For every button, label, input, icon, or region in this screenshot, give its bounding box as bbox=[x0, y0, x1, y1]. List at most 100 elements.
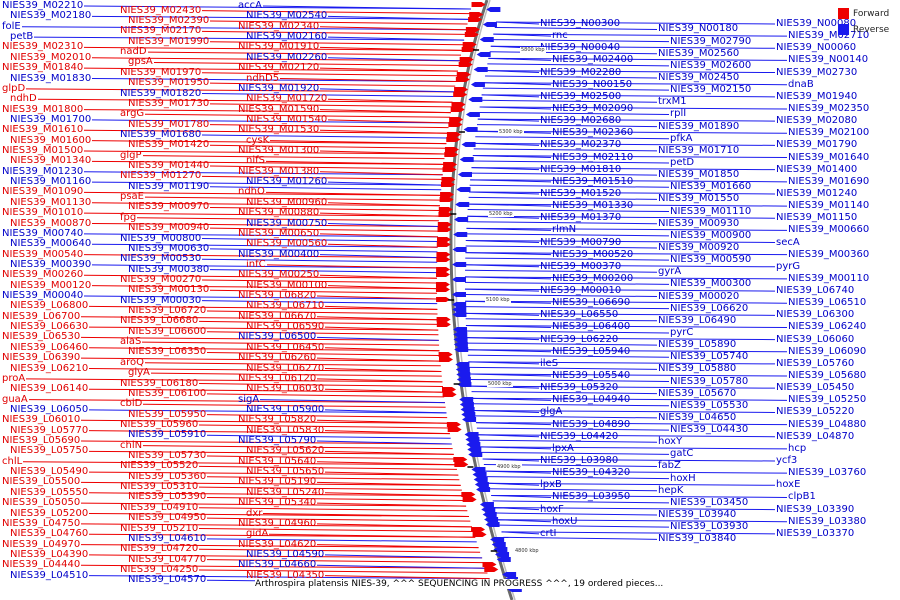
leader-line bbox=[466, 337, 776, 341]
gene-label: NIES39_M02010 bbox=[10, 51, 92, 63]
leader-line bbox=[316, 336, 439, 341]
reverse-gene-glyph bbox=[454, 217, 469, 222]
gene-label: NIES39_M01850 bbox=[658, 169, 740, 181]
leader-line bbox=[316, 523, 473, 528]
forward-gene-glyph bbox=[454, 87, 469, 92]
forward-gene-glyph bbox=[462, 497, 477, 502]
leader-line bbox=[465, 312, 776, 316]
gene-label: NIES39_L06460 bbox=[10, 341, 89, 353]
gene-label: NIES39_M01700 bbox=[10, 113, 92, 125]
gene-label: NIES39_M02560 bbox=[658, 47, 740, 59]
gene-label: NIES39_M01400 bbox=[776, 163, 858, 175]
forward-gene-glyph bbox=[462, 42, 477, 47]
leader-line bbox=[316, 316, 438, 321]
leader-line bbox=[209, 124, 449, 129]
gene-label: NIES39_M01150 bbox=[776, 212, 858, 224]
leader-line bbox=[142, 155, 445, 160]
forward-gene-glyph bbox=[438, 212, 453, 217]
leader-line bbox=[198, 424, 449, 429]
gene-label: NIES39_L03390 bbox=[776, 503, 855, 515]
leader-line bbox=[33, 36, 465, 41]
gene-label: NIES39_N00040 bbox=[540, 42, 621, 54]
gene-label: NIES39_L06180 bbox=[120, 377, 199, 389]
gene-label: NIES39_M02120 bbox=[238, 62, 320, 74]
gene-label: glyA bbox=[128, 367, 150, 379]
gene-label: NIES39_M02340 bbox=[238, 20, 320, 32]
gene-label: proA bbox=[2, 372, 26, 384]
leader-line bbox=[141, 341, 440, 346]
gene-label: NIES39_M01660 bbox=[670, 181, 752, 193]
leader-line bbox=[83, 274, 437, 279]
gene-label: NIES39_M02370 bbox=[540, 139, 622, 151]
reverse-gene-glyph bbox=[471, 467, 486, 472]
gene-label: NIES39_L05320 bbox=[540, 382, 619, 394]
leader-line bbox=[198, 507, 468, 512]
gene-label: NIES39_L06820 bbox=[238, 290, 317, 301]
reverse-gene-glyph bbox=[486, 7, 501, 12]
leader-line bbox=[206, 331, 439, 336]
leader-line bbox=[201, 93, 454, 98]
leader-line bbox=[206, 310, 438, 315]
leader-line bbox=[501, 531, 776, 535]
gene-label: pyrC bbox=[670, 326, 694, 338]
leader-line bbox=[209, 186, 442, 191]
leader-line bbox=[469, 373, 788, 377]
reverse-gene-glyph bbox=[455, 202, 470, 207]
gene-label: NIES39_L05340 bbox=[238, 497, 317, 509]
gene-label: NIES39_M01950 bbox=[128, 77, 210, 89]
leader-line bbox=[83, 150, 446, 155]
reverse-gene-glyph bbox=[451, 277, 466, 282]
leader-line bbox=[201, 238, 438, 243]
forward-gene-glyph bbox=[453, 457, 468, 462]
forward-gene-glyph bbox=[436, 242, 451, 247]
leader-line bbox=[492, 39, 670, 43]
scale-label: 5800 kbp bbox=[520, 47, 546, 53]
leader-line bbox=[473, 403, 670, 407]
gene-label: NIES39_M02180 bbox=[10, 10, 92, 22]
leader-line bbox=[91, 181, 442, 186]
gene-label: NIES39_M01990 bbox=[128, 35, 210, 47]
leader-line bbox=[467, 215, 776, 219]
gene-label: NIES39_M00270 bbox=[120, 273, 202, 285]
leader-line bbox=[265, 191, 441, 196]
gene-label: NIES39_M01140 bbox=[788, 200, 870, 212]
gene-label: NIES39_L05770 bbox=[10, 424, 89, 436]
reverse-gene-glyph bbox=[470, 82, 485, 87]
leader-line bbox=[472, 160, 670, 164]
gene-label: aroQ bbox=[120, 356, 145, 368]
leader-line bbox=[201, 10, 470, 15]
reverse-gene-glyph bbox=[482, 22, 497, 27]
leader-line bbox=[491, 494, 788, 498]
gene-label: NIES39_L04760 bbox=[10, 528, 89, 540]
leader-line bbox=[319, 254, 438, 259]
leader-line bbox=[88, 305, 438, 310]
gene-label: NIES39_L05670 bbox=[658, 387, 737, 399]
gene-label: NIES39_M00930 bbox=[658, 217, 740, 229]
leader-line bbox=[473, 148, 658, 152]
reverse-gene-glyph bbox=[452, 307, 467, 312]
reverse-gene-glyph bbox=[453, 327, 468, 332]
gene-label: NIES39_L04960 bbox=[238, 517, 317, 529]
leader-line bbox=[142, 445, 453, 450]
leader-line bbox=[476, 427, 670, 431]
leader-line bbox=[83, 254, 438, 259]
leader-line bbox=[327, 119, 450, 124]
genome-backbone-highlight bbox=[453, 0, 516, 600]
leader-line bbox=[324, 368, 442, 372]
leader-line bbox=[198, 383, 443, 388]
gene-label: NIES39_M00530 bbox=[120, 253, 202, 265]
gene-label: NIES39_M02100 bbox=[788, 127, 870, 139]
gene-label: NIES39_M00920 bbox=[658, 241, 740, 253]
leader-line bbox=[316, 419, 449, 424]
gene-label: NIES39_L06720 bbox=[128, 305, 207, 317]
leader-line bbox=[324, 471, 459, 476]
leader-line bbox=[324, 409, 447, 414]
leader-line bbox=[468, 196, 658, 200]
leader-line bbox=[91, 78, 457, 82]
gene-label: NIES39_L04350 bbox=[246, 569, 325, 581]
leader-line bbox=[466, 342, 658, 346]
gene-label: gpsA bbox=[128, 56, 153, 68]
forward-gene-glyph bbox=[446, 132, 461, 137]
gene-label: NIES39_M01260 bbox=[246, 176, 328, 188]
forward-gene-glyph bbox=[464, 32, 479, 37]
